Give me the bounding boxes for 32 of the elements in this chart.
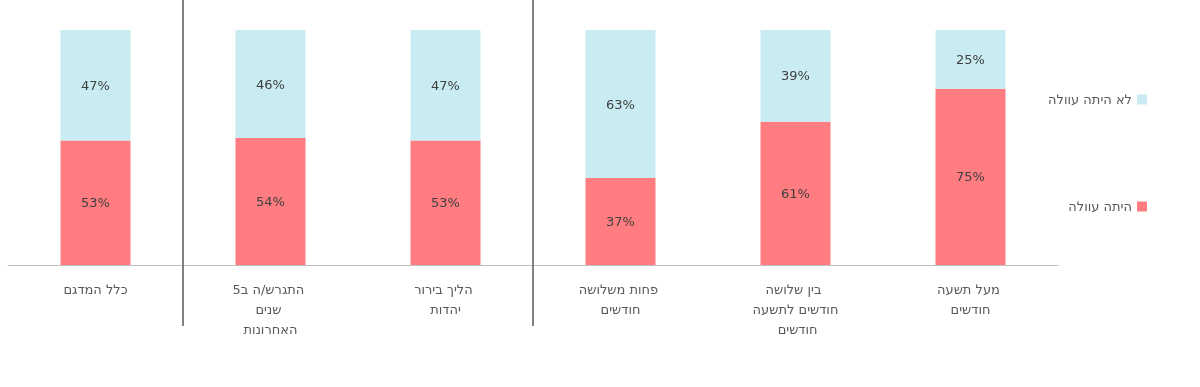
bar xyxy=(60,30,131,141)
bar xyxy=(410,140,481,265)
data-label: 47% xyxy=(431,77,460,93)
x-tick-label: הליך בירור יהדות xyxy=(414,281,477,317)
legend-label: לא היתה עוולה xyxy=(1048,92,1132,107)
bar xyxy=(760,121,831,265)
bar xyxy=(585,30,656,179)
bar xyxy=(935,88,1006,265)
data-label: 61% xyxy=(781,185,810,201)
bar xyxy=(585,178,656,265)
data-label: 46% xyxy=(256,76,285,92)
bar xyxy=(235,30,306,139)
data-label: 75% xyxy=(956,169,985,185)
x-tick-label: פחות משלושה חודשים xyxy=(578,281,663,317)
bar xyxy=(60,140,131,265)
data-label: 63% xyxy=(606,96,635,112)
data-label: 53% xyxy=(431,195,460,211)
data-label: 54% xyxy=(256,194,285,210)
data-label: 47% xyxy=(81,77,110,93)
legend-label: היתה עוולה xyxy=(1068,199,1132,214)
data-label: 53% xyxy=(81,195,110,211)
x-tick-label: מעל תשעה חודשים xyxy=(936,281,1005,317)
x-tick-label: בין שלושה חודשים לתשעה חודשים xyxy=(752,281,839,337)
data-label: 25% xyxy=(956,51,985,67)
x-tick-label: כלל המדגם xyxy=(63,281,128,297)
x-tick-label: התגרש/ה ב5 שנים האחרונות xyxy=(232,281,309,337)
bar xyxy=(760,30,831,122)
data-label: 37% xyxy=(606,214,635,230)
bar xyxy=(410,30,481,141)
bar xyxy=(235,138,306,265)
data-label: 39% xyxy=(781,68,810,84)
bar xyxy=(935,30,1006,89)
